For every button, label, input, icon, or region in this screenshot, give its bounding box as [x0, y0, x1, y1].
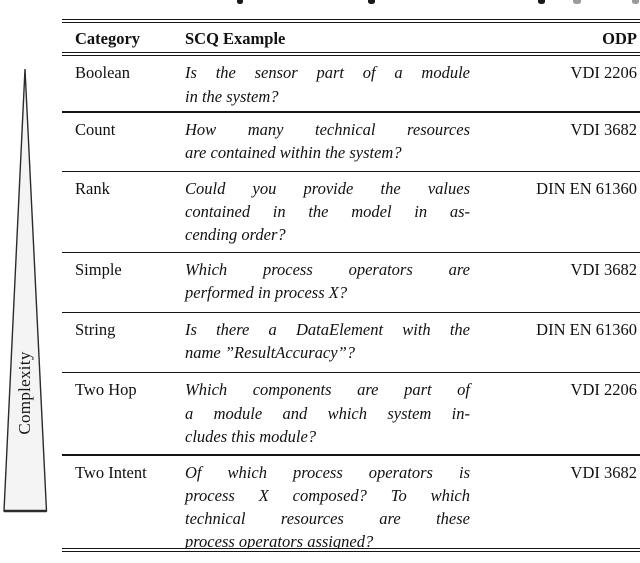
scq-example-cell: Which process operators are performed in …: [185, 259, 470, 303]
table-row-count: Count How many technical resources are co…: [62, 113, 640, 171]
odp-cell: DIN EN 61360: [536, 178, 637, 198]
scq-example-cell: How many technical resources are containe…: [185, 119, 470, 162]
category-cell: Simple: [75, 259, 122, 279]
category-cell: Boolean: [75, 63, 130, 83]
complexity-axis-arrow: [3, 68, 48, 513]
column-header-category: Category: [75, 29, 141, 49]
header-bottom-rule: [62, 52, 640, 57]
table-row-two-hop: Two Hop Which components are part of a mo…: [62, 373, 640, 454]
table-row-rank: Rank Could you provide the values contain…: [62, 172, 640, 252]
category-cell: Two Hop: [75, 380, 137, 400]
table-row-two-intent: Two Intent Of which process operators is…: [62, 456, 640, 548]
odp-cell: VDI 3682: [570, 462, 637, 482]
scq-example-cell: Which components are part of a module and…: [185, 380, 470, 446]
table-row-string: String Is there a DataElement with the na…: [62, 313, 640, 372]
category-cell: Two Intent: [75, 462, 147, 482]
row-separator: [62, 111, 640, 113]
table-row-boolean: Boolean Is the sensor part of a module in…: [62, 56, 640, 111]
row-separator: [62, 311, 640, 314]
odp-cell: VDI 3682: [570, 259, 637, 279]
table-top-rule: [62, 19, 640, 24]
cropped-caption-fragment: [538, 0, 545, 4]
cropped-caption-fragment: [237, 0, 243, 4]
table-row-simple: Simple Which process operators are perfor…: [62, 253, 640, 312]
column-header-odp: ODP: [602, 29, 637, 49]
complexity-axis-label: Complexity: [15, 351, 34, 435]
row-separator: [62, 454, 640, 456]
odp-cell: DIN EN 61360: [536, 320, 637, 340]
scq-example-cell: Could you provide the values contained in…: [185, 178, 470, 245]
category-cell: Count: [75, 119, 116, 139]
odp-cell: VDI 2206: [570, 380, 637, 400]
scq-odp-table: Category SCQ Example ODP Boolean Is the …: [62, 19, 640, 552]
column-header-scq-example: SCQ Example: [185, 29, 286, 49]
row-separator: [62, 251, 640, 253]
cropped-caption-citation-fragment: [573, 0, 581, 4]
scq-example-cell: Is there a DataElement with the name ”Res…: [185, 320, 470, 363]
table-header-row: Category SCQ Example ODP: [62, 23, 640, 52]
odp-cell: VDI 3682: [570, 119, 637, 139]
category-cell: Rank: [75, 178, 110, 198]
table-bottom-rule: [62, 547, 640, 552]
scq-example-cell: Of which process operators is process X c…: [185, 462, 470, 548]
category-cell: String: [75, 320, 116, 340]
cropped-caption-citation-fragment: [632, 0, 639, 4]
scq-example-cell: Is the sensor part of a module in the sys…: [185, 63, 470, 106]
row-separator: [62, 170, 640, 172]
odp-cell: VDI 2206: [570, 63, 637, 83]
cropped-caption-fragment: [368, 0, 375, 4]
row-separator: [62, 372, 640, 374]
